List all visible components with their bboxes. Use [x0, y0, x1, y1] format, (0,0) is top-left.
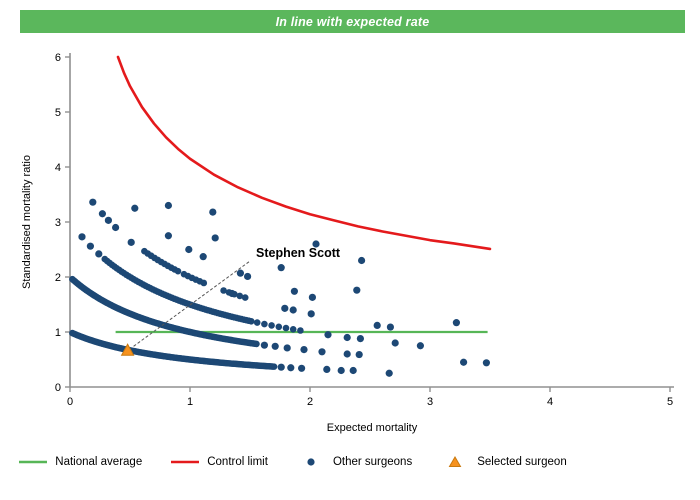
- status-banner: In line with expected rate: [20, 10, 685, 33]
- national-average-line-icon: [18, 456, 48, 468]
- x-axis-label: Expected mortality: [327, 422, 418, 434]
- selected-surgeon-marker[interactable]: [120, 343, 135, 356]
- funnel-plot[interactable]: 0 1 2 3 4 5 0 1 2 3 4 5 6 Expected mortality Standar…: [0, 45, 700, 445]
- status-banner-text: In line with expected rate: [275, 14, 430, 29]
- y-tick-label: 6: [55, 52, 61, 64]
- control-limit-curve: [116, 55, 492, 251]
- control-limit-line-icon: [170, 456, 200, 468]
- y-tick-label: 1: [55, 327, 61, 339]
- legend-item-national-average: National average: [18, 456, 142, 468]
- annotation-leader-line: [133, 260, 251, 347]
- x-tick-label: 5: [667, 396, 673, 408]
- x-tick-label: 4: [547, 396, 553, 408]
- other-surgeons-points[interactable]: [69, 198, 490, 377]
- chart-legend: National average Control limit Other sur…: [0, 456, 700, 468]
- x-tick-label: 3: [427, 396, 433, 408]
- y-tick-label: 0: [55, 382, 61, 394]
- x-tick-label: 0: [67, 396, 73, 408]
- y-tick-label: 4: [55, 162, 61, 174]
- legend-label: Selected surgeon: [477, 456, 567, 468]
- legend-item-selected-surgeon: Selected surgeon: [440, 456, 567, 468]
- selected-surgeon-annotation: Stephen Scott: [256, 246, 341, 260]
- x-tick-label: 2: [307, 396, 313, 408]
- legend-label: National average: [55, 456, 143, 468]
- y-tick-label: 2: [55, 272, 61, 284]
- x-tick-label: 1: [187, 396, 193, 408]
- legend-label: Control limit: [207, 456, 268, 468]
- legend-item-control-limit: Control limit: [170, 456, 268, 468]
- y-tick-label: 3: [55, 217, 61, 229]
- y-axis-label: Standardised mortality ratio: [21, 155, 33, 289]
- selected-surgeon-triangle-icon: [440, 456, 470, 468]
- legend-label: Other surgeons: [332, 456, 413, 468]
- y-tick-label: 5: [55, 107, 61, 119]
- other-surgeons-dot-icon: [296, 456, 326, 468]
- legend-item-other-surgeons: Other surgeons: [296, 456, 412, 468]
